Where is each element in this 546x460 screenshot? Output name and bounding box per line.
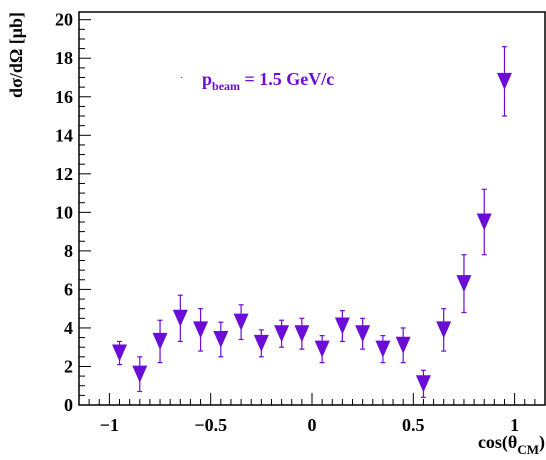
legend-marker: ·: [180, 73, 183, 84]
data-point: [213, 321, 229, 358]
marker-inverted-triangle: [395, 336, 411, 354]
marker-inverted-triangle: [334, 317, 350, 335]
marker-inverted-triangle: [233, 313, 249, 331]
y-tick-label: 20: [55, 10, 73, 30]
data-point: [436, 308, 452, 352]
data-point: [253, 329, 269, 358]
legend-sub: beam: [212, 79, 240, 93]
x-tick-label: −0.5: [194, 415, 227, 435]
marker-inverted-triangle: [496, 72, 512, 90]
y-tick-label: 6: [64, 279, 73, 299]
y-tick-label: 4: [64, 318, 73, 338]
marker-inverted-triangle: [436, 321, 452, 339]
marker-inverted-triangle: [456, 275, 472, 293]
marker-inverted-triangle: [355, 325, 371, 343]
x-tick-label: 0: [308, 415, 317, 435]
legend-rest: = 1.5 GeV/c: [240, 69, 334, 89]
x-axis-title-main: cos(θ: [478, 432, 517, 453]
data-point: [294, 317, 310, 350]
data-point: [375, 335, 391, 364]
data-point: [132, 356, 148, 393]
legend-text: pbeam = 1.5 GeV/c: [202, 69, 334, 93]
data-point: [496, 46, 512, 117]
y-axis-title: dσ/dΩ [μb]: [6, 12, 26, 98]
marker-inverted-triangle: [152, 332, 168, 350]
data-point: [172, 294, 188, 343]
x-tick-label: 0.5: [402, 415, 425, 435]
x-tick-label: −1: [100, 415, 119, 435]
y-tick-label: 12: [55, 164, 73, 184]
y-tick-label: 14: [55, 125, 73, 145]
data-point: [233, 304, 249, 341]
data-point: [193, 308, 209, 352]
legend-main: p: [202, 69, 212, 89]
y-tick-label: 2: [64, 356, 73, 376]
y-tick-label: 16: [55, 87, 73, 107]
marker-inverted-triangle: [213, 331, 229, 348]
data-point: [112, 340, 128, 366]
x-tick-label: 1: [510, 415, 519, 435]
data-point: [334, 310, 350, 343]
y-axis-ticks: [79, 19, 91, 406]
data-point: [476, 188, 492, 256]
y-tick-label: 0: [64, 395, 73, 415]
data-point: [152, 319, 168, 364]
marker-inverted-triangle: [476, 213, 492, 231]
marker-inverted-triangle: [294, 325, 310, 343]
legend: · pbeam = 1.5 GeV/c: [180, 69, 334, 93]
marker-inverted-triangle: [112, 344, 128, 362]
data-point: [456, 254, 472, 314]
marker-inverted-triangle: [132, 365, 148, 383]
y-axis-tick-labels: 0 2 4 6 8 10 12 14 16 18 20: [55, 10, 73, 415]
marker-inverted-triangle: [314, 340, 330, 358]
marker-inverted-triangle: [415, 375, 431, 393]
marker-inverted-triangle: [253, 334, 269, 352]
data-point: [355, 317, 371, 350]
data-point: [314, 335, 330, 364]
x-axis-title-close: ): [539, 432, 545, 453]
x-axis-ticks: [88, 393, 536, 405]
data-points: [112, 46, 512, 398]
y-tick-label: 8: [64, 241, 73, 261]
marker-inverted-triangle: [172, 309, 188, 327]
data-point: [274, 319, 290, 348]
marker-inverted-triangle: [274, 325, 290, 343]
marker-inverted-triangle: [193, 321, 209, 339]
data-point: [395, 327, 411, 364]
y-tick-label: 18: [55, 48, 73, 68]
x-axis-tick-labels: −1 −0.5 0 0.5 1: [100, 415, 519, 435]
x-axis-title-sub: CM: [517, 442, 539, 457]
y-tick-label: 10: [55, 202, 73, 222]
marker-inverted-triangle: [375, 340, 391, 358]
data-point: [415, 369, 431, 398]
x-axis-title: cos(θCM): [478, 432, 545, 457]
